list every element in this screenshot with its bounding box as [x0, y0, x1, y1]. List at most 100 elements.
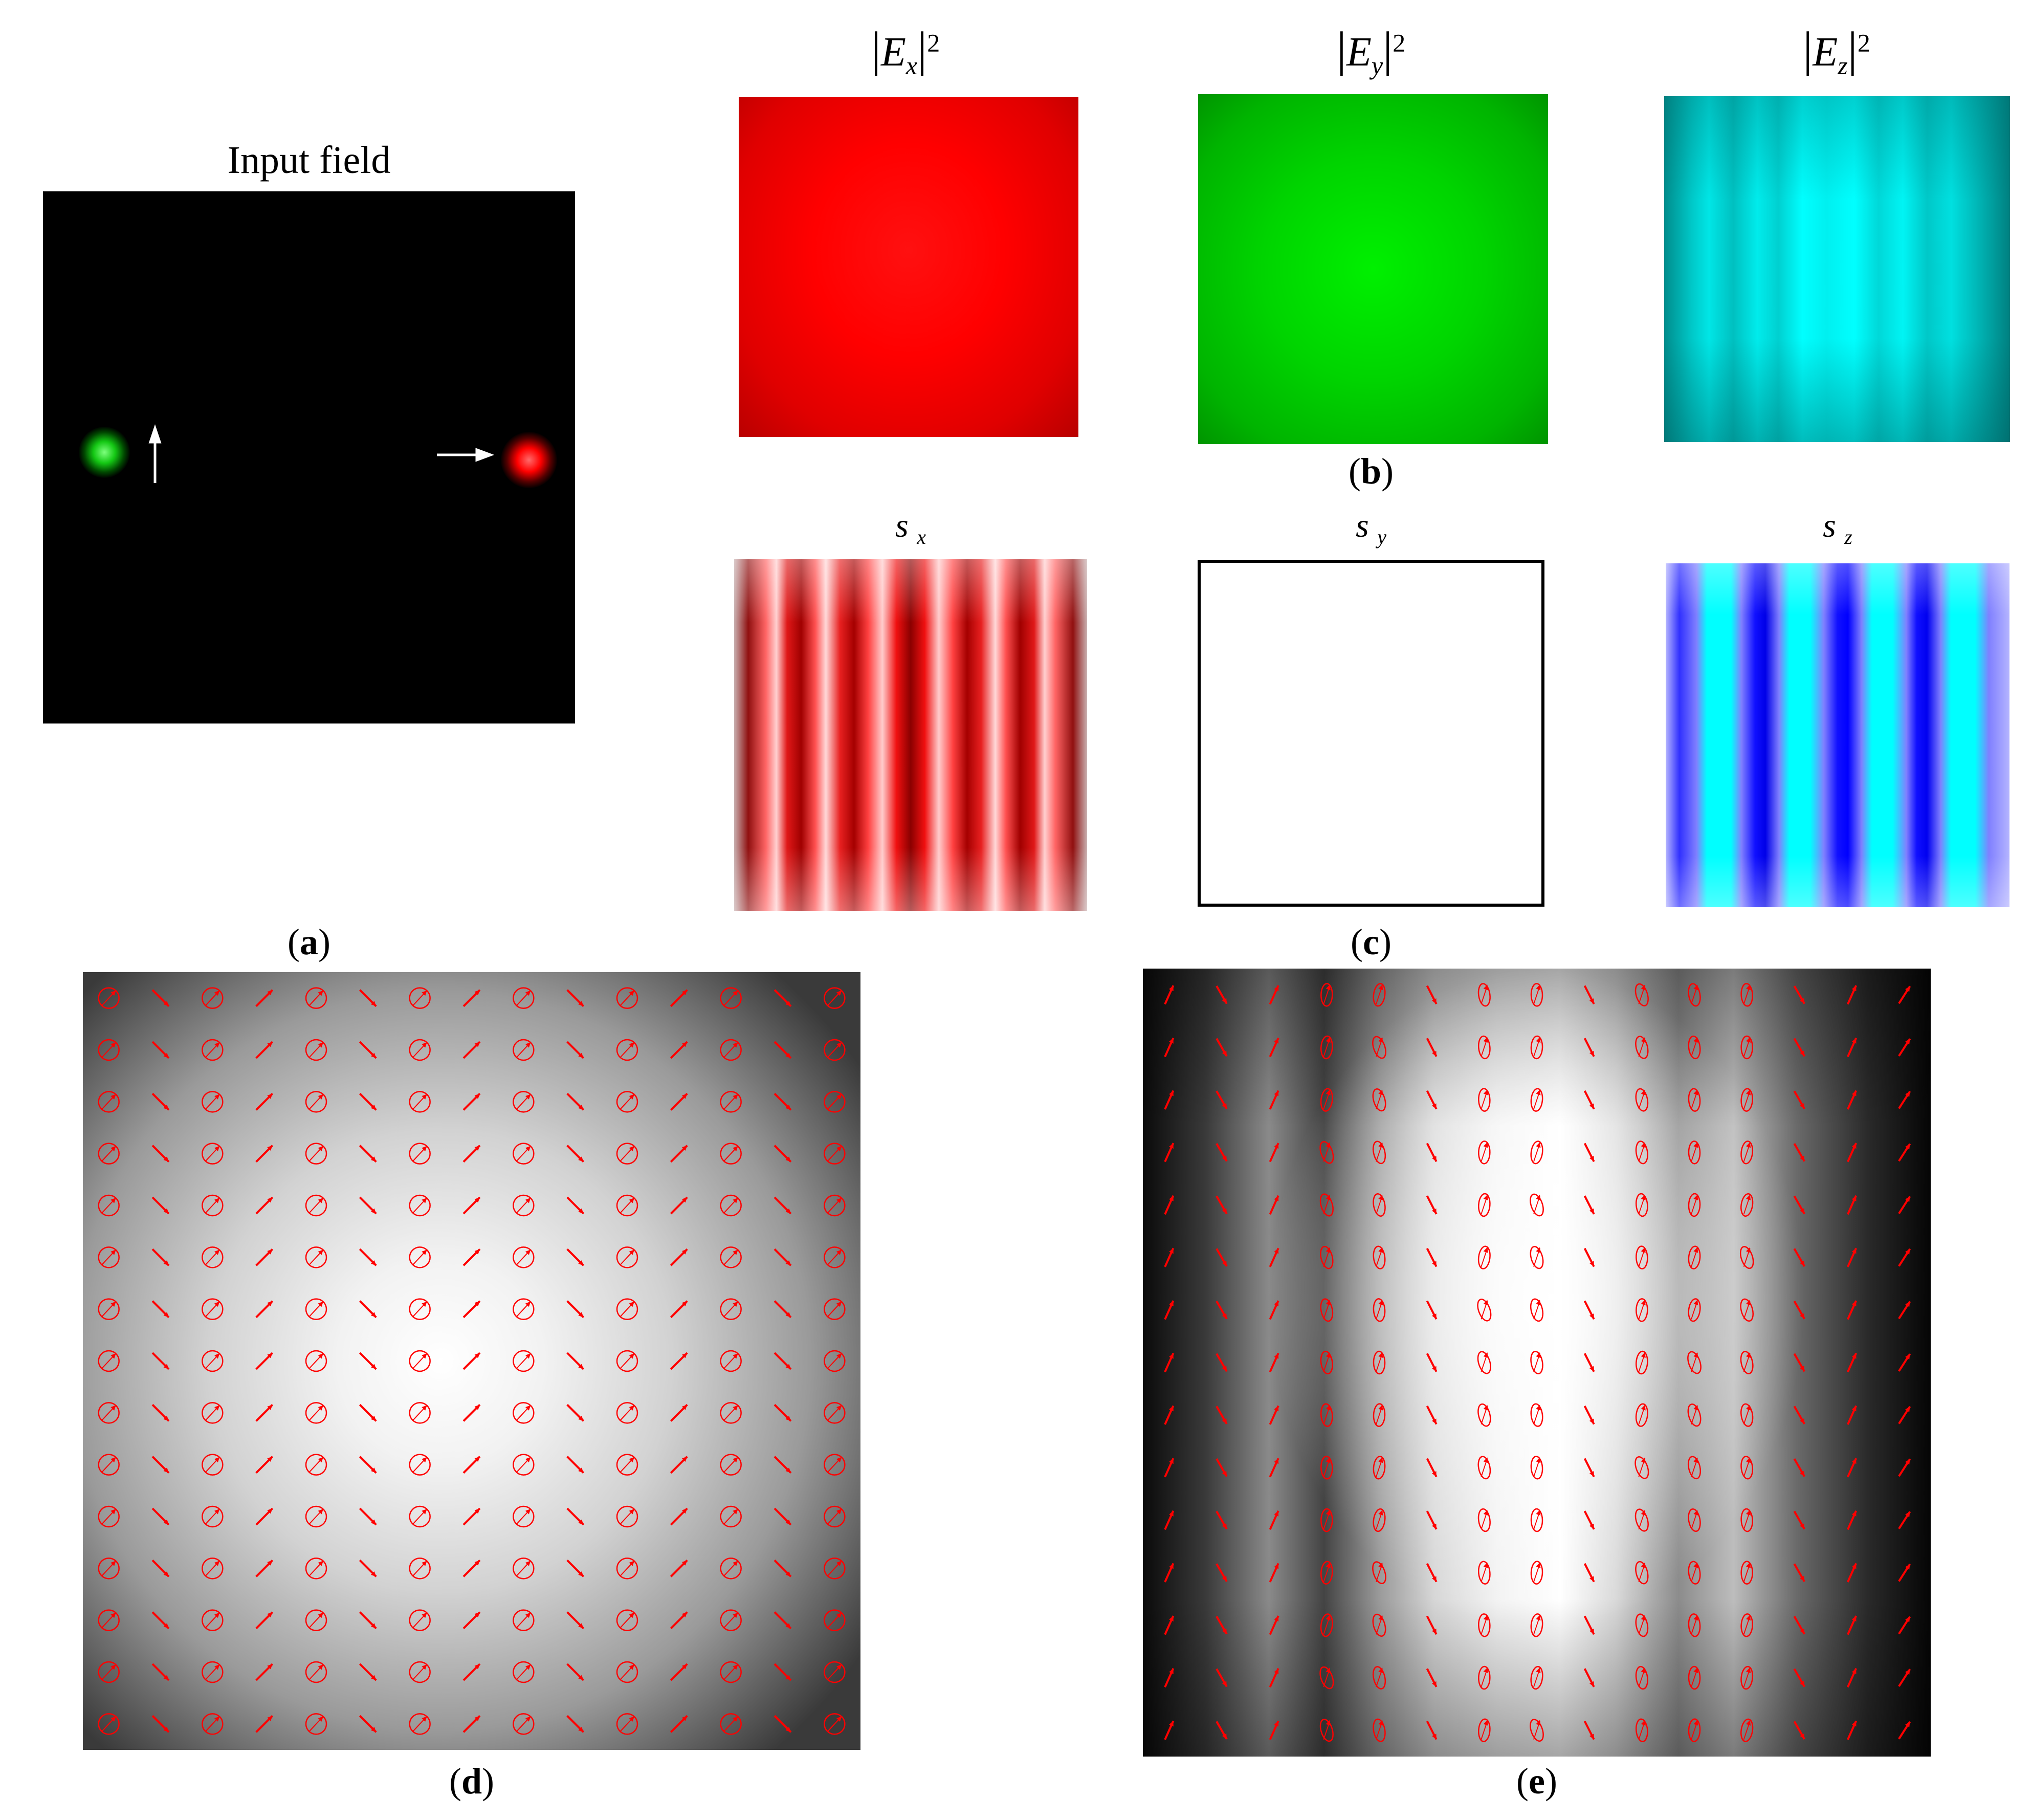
polarization-ellipse-icon — [1426, 1038, 1438, 1057]
polarization-ellipse-icon — [1898, 1563, 1911, 1582]
polarization-ellipse-icon — [824, 1558, 846, 1580]
polarization-ellipse-icon — [1793, 1406, 1806, 1425]
polarization-ellipse-icon — [1688, 1193, 1701, 1217]
polarization-ellipse-icon — [359, 989, 377, 1007]
polarization-ellipse-icon — [1373, 1193, 1386, 1217]
ez-title: |Ez|2 — [1803, 21, 1870, 80]
polarization-ellipse-icon — [1216, 1458, 1228, 1477]
polarization-ellipse-icon — [1740, 1613, 1753, 1637]
polarization-ellipse-icon — [255, 1611, 274, 1630]
polarization-ellipse-icon — [1478, 1665, 1491, 1690]
polarization-ellipse-icon — [824, 1713, 846, 1735]
polarization-ellipse-icon — [1688, 1088, 1701, 1112]
polarization-ellipse-icon — [1530, 1508, 1543, 1532]
polarization-ellipse-icon — [1793, 1510, 1806, 1530]
polarization-ellipse-icon — [98, 1091, 120, 1113]
polarization-ellipse-icon — [1740, 1298, 1754, 1322]
polarization-ellipse-icon — [720, 987, 742, 1009]
polarization-ellipse-icon — [98, 987, 120, 1009]
polarization-ellipse-icon — [305, 1558, 327, 1580]
polarization-ellipse-icon — [409, 1091, 431, 1113]
polarization-ellipse-icon — [1164, 1247, 1175, 1267]
polarization-ellipse-icon — [462, 1145, 481, 1163]
polarization-ellipse-icon — [151, 1196, 170, 1215]
polarization-ellipse-icon — [305, 1661, 327, 1683]
polarization-ellipse-icon — [1847, 1352, 1857, 1373]
sz-stokes-map — [1666, 563, 2009, 907]
polarization-ellipse-icon — [1426, 1563, 1438, 1583]
polarization-ellipse-icon — [1426, 1090, 1438, 1110]
polarization-ellipse-icon — [824, 1246, 846, 1268]
polarization-ellipse-icon — [255, 1300, 274, 1319]
polarization-ellipse-icon — [1164, 1615, 1175, 1635]
polarization-ellipse-icon — [151, 1248, 170, 1266]
polarization-ellipse-icon — [1793, 1668, 1806, 1687]
polarization-ellipse-icon — [1269, 1037, 1279, 1058]
polarization-ellipse-icon — [1426, 1143, 1438, 1163]
polarization-ellipse-icon — [824, 1609, 846, 1631]
polarization-ellipse-icon — [1793, 1353, 1806, 1372]
polarization-ellipse-icon — [774, 1559, 792, 1577]
polarization-ellipse-icon — [720, 1505, 742, 1528]
polarization-ellipse-icon — [409, 1661, 431, 1683]
polarization-ellipse-icon — [1847, 1458, 1857, 1478]
polarization-ellipse-icon — [1635, 1193, 1648, 1217]
ey-title: |Ey|2 — [1336, 21, 1406, 80]
polarization-ellipse-icon — [566, 1041, 585, 1059]
polarization-ellipse-icon — [1320, 1088, 1333, 1112]
polarization-ellipse-icon — [1793, 1458, 1806, 1477]
polarization-ellipse-icon — [305, 1298, 327, 1320]
polarization-ellipse-icon — [1635, 1036, 1649, 1059]
polarization-ellipse-icon — [255, 989, 274, 1007]
polarization-ellipse-icon — [670, 1041, 688, 1059]
polarization-ellipse-icon — [202, 1246, 224, 1268]
polarization-ellipse-icon — [202, 1661, 224, 1683]
polarization-ellipse-icon — [255, 1352, 274, 1370]
polarization-ellipse-icon — [151, 1507, 170, 1526]
polarization-ellipse-icon — [513, 1713, 535, 1735]
polarization-ellipse-icon — [670, 1300, 688, 1319]
polarization-ellipse-icon — [255, 1248, 274, 1266]
polarization-ellipse-icon — [774, 1092, 792, 1111]
panel-a-title: Input field — [227, 139, 391, 182]
polarization-ellipse-icon — [359, 1663, 377, 1681]
polarization-ellipse-icon — [202, 1143, 224, 1165]
caption-e: (e) — [1516, 1761, 1557, 1802]
polarization-ellipse-icon — [513, 1558, 535, 1580]
polarization-ellipse-icon — [1269, 1563, 1279, 1583]
polarization-ellipse-icon — [1478, 1141, 1491, 1165]
polarization-ellipse-icon — [202, 1039, 224, 1061]
polarization-ellipse-icon — [670, 1663, 688, 1681]
polarization-ellipse-icon — [1426, 1458, 1438, 1478]
polarization-ellipse-icon — [720, 1350, 742, 1372]
polarization-ellipse-icon — [1426, 1615, 1438, 1635]
polarization-ellipse-icon — [1477, 983, 1491, 1007]
polarization-ellipse-icon — [151, 1715, 170, 1733]
polarization-ellipse-icon — [305, 1505, 327, 1528]
polarization-ellipse-icon — [824, 1454, 846, 1476]
polarization-ellipses-d — [98, 987, 846, 1735]
polarization-ellipse-icon — [670, 1456, 688, 1474]
polarization-ellipse-icon — [305, 1194, 327, 1217]
polarization-ellipse-icon — [1635, 1613, 1649, 1637]
polarization-ellipse-icon — [513, 1350, 535, 1372]
polarization-ellipse-icon — [566, 1092, 585, 1111]
polarization-ellipse-icon — [670, 1611, 688, 1630]
polarization-ellipse-icon — [824, 1505, 846, 1528]
polarization-ellipse-icon — [720, 1661, 742, 1683]
polarization-ellipse-icon — [409, 1454, 431, 1476]
polarization-ellipse-icon — [1530, 1035, 1543, 1060]
polarization-ellipse-icon — [1477, 1403, 1491, 1427]
polarization-ellipse-icon — [409, 1609, 431, 1631]
polarization-ellipse-icon — [1320, 1350, 1333, 1375]
polarization-ellipse-icon — [305, 1091, 327, 1113]
polarization-ellipse-icon — [151, 1041, 170, 1059]
polarization-ellipse-icon — [1740, 1456, 1754, 1480]
polarization-ellipse-icon — [409, 1143, 431, 1165]
polarization-ellipse-icon — [720, 1039, 742, 1061]
polarization-ellipse-icon — [1478, 1613, 1491, 1637]
polarization-ellipse-icon — [1426, 1668, 1438, 1687]
polarization-ellipse-icon — [1164, 1195, 1175, 1215]
polarization-ellipse-icon — [1164, 1090, 1175, 1110]
polarization-ellipse-icon — [1164, 1037, 1175, 1058]
